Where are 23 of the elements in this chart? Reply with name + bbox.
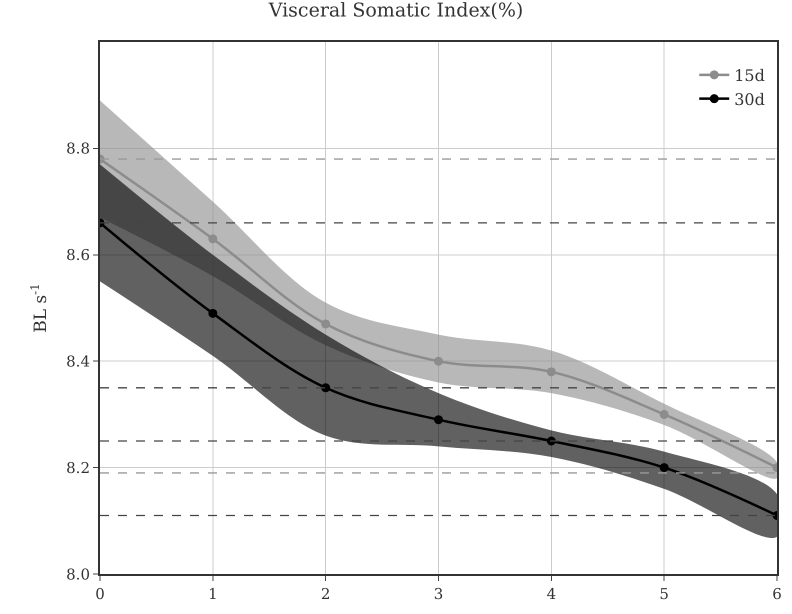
point — [660, 410, 669, 419]
legend-label: 30d — [734, 90, 765, 109]
point — [546, 367, 556, 376]
point — [321, 319, 330, 328]
y-tick-label: 8.6 — [66, 246, 90, 264]
x-tick-label: 4 — [546, 585, 556, 603]
point — [660, 463, 669, 472]
point — [208, 308, 218, 318]
y-tick-label: 8.2 — [66, 458, 90, 477]
legend-label: 15d — [734, 66, 765, 86]
x-tick-label: 3 — [434, 585, 444, 603]
y-tick-label: 8.0 — [66, 565, 90, 584]
x-tick-label: 1 — [208, 585, 218, 603]
x-tick-label: 0 — [95, 585, 105, 603]
point — [208, 234, 218, 244]
x-tick-label: 5 — [659, 585, 669, 603]
chart-title: Visceral Somatic Index(%) — [268, 0, 524, 22]
x-tick-label: 2 — [320, 585, 330, 603]
point — [434, 415, 443, 424]
x-tick-label: 6 — [772, 585, 782, 603]
y-tick-label: 8.8 — [66, 140, 90, 158]
y-tick-label: 8.4 — [66, 352, 90, 370]
point — [434, 356, 443, 366]
